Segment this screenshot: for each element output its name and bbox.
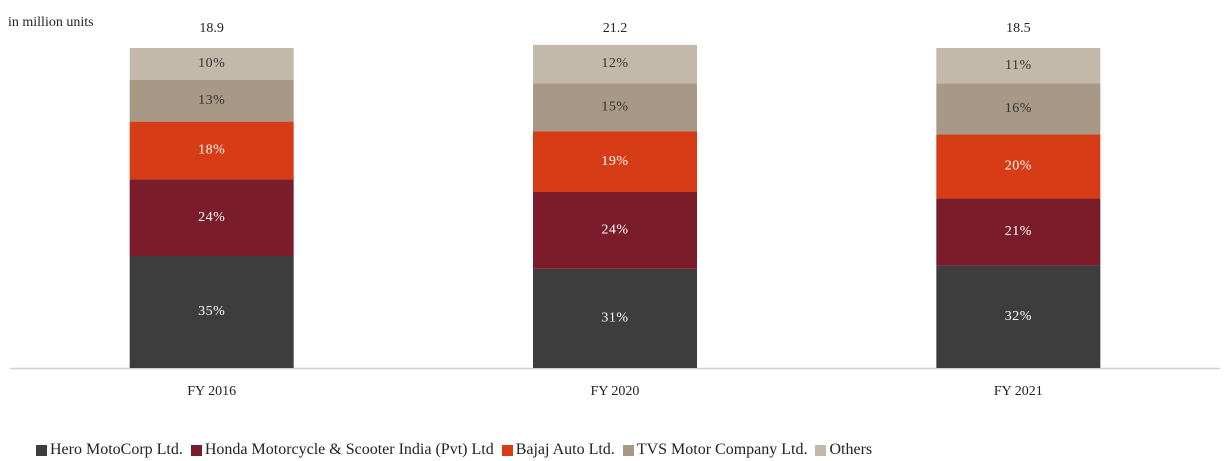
value-label: 10% <box>198 56 225 71</box>
legend-item: Others <box>815 441 872 459</box>
legend-item: Honda Motorcycle & Scooter India (Pvt) L… <box>190 441 494 459</box>
value-label: 24% <box>198 210 225 225</box>
value-label: 12% <box>601 56 628 71</box>
total-label: 18.5 <box>1006 21 1031 36</box>
value-label: 21% <box>1005 224 1032 239</box>
legend-item: Bajaj Auto Ltd. <box>501 441 615 459</box>
value-label: 13% <box>198 93 225 108</box>
bar-segment <box>129 179 294 256</box>
value-label: 31% <box>601 311 628 326</box>
value-label: 15% <box>601 99 628 114</box>
bar-segment <box>533 83 697 132</box>
value-label: 18% <box>198 143 225 158</box>
value-label: 11% <box>1005 58 1032 73</box>
legend-swatch <box>622 444 634 456</box>
legend-label: TVS Motor Company Ltd. <box>636 441 808 458</box>
legend-swatch <box>190 444 202 456</box>
bar-segment <box>936 48 1101 84</box>
x-tick-label: FY 2020 <box>591 384 640 399</box>
bar-segment <box>129 48 294 80</box>
value-label: 35% <box>198 304 225 319</box>
x-tick-label: FY 2016 <box>187 384 236 399</box>
value-label: 16% <box>1005 101 1032 116</box>
total-label: 18.9 <box>199 21 224 36</box>
legend-label: Hero MotoCorp Ltd. <box>50 441 183 458</box>
legend-swatch <box>36 444 47 456</box>
bar-segment <box>129 80 294 122</box>
legend: Hero MotoCorp Ltd. Honda Motorcycle & Sco… <box>36 441 872 459</box>
legend-label: Others <box>829 441 873 458</box>
bar-segment <box>129 121 294 180</box>
bar-segment <box>533 44 697 84</box>
bar-segment <box>533 131 697 192</box>
bar-segment <box>533 268 697 368</box>
unit-label: in million units <box>8 15 94 30</box>
legend-swatch <box>815 444 827 456</box>
value-label: 32% <box>1005 309 1032 324</box>
bar-segment <box>936 134 1101 199</box>
total-label: 21.2 <box>603 21 628 36</box>
legend-label: Bajaj Auto Ltd. <box>515 441 615 458</box>
value-label: 20% <box>1005 159 1032 174</box>
bar-segment <box>936 265 1101 368</box>
legend-swatch <box>501 444 513 456</box>
legend-label: Honda Motorcycle & Scooter India (Pvt) L… <box>204 441 494 458</box>
bar-segment <box>936 198 1101 266</box>
legend-item: TVS Motor Company Ltd. <box>622 441 808 459</box>
value-label: 19% <box>601 154 628 169</box>
x-tick-label: FY 2021 <box>994 384 1043 399</box>
legend-item: Hero MotoCorp Ltd. <box>36 441 183 459</box>
value-label: 24% <box>601 223 628 238</box>
bar-segment <box>129 256 294 368</box>
bar-segment <box>533 192 697 269</box>
bar-segment <box>936 83 1101 135</box>
